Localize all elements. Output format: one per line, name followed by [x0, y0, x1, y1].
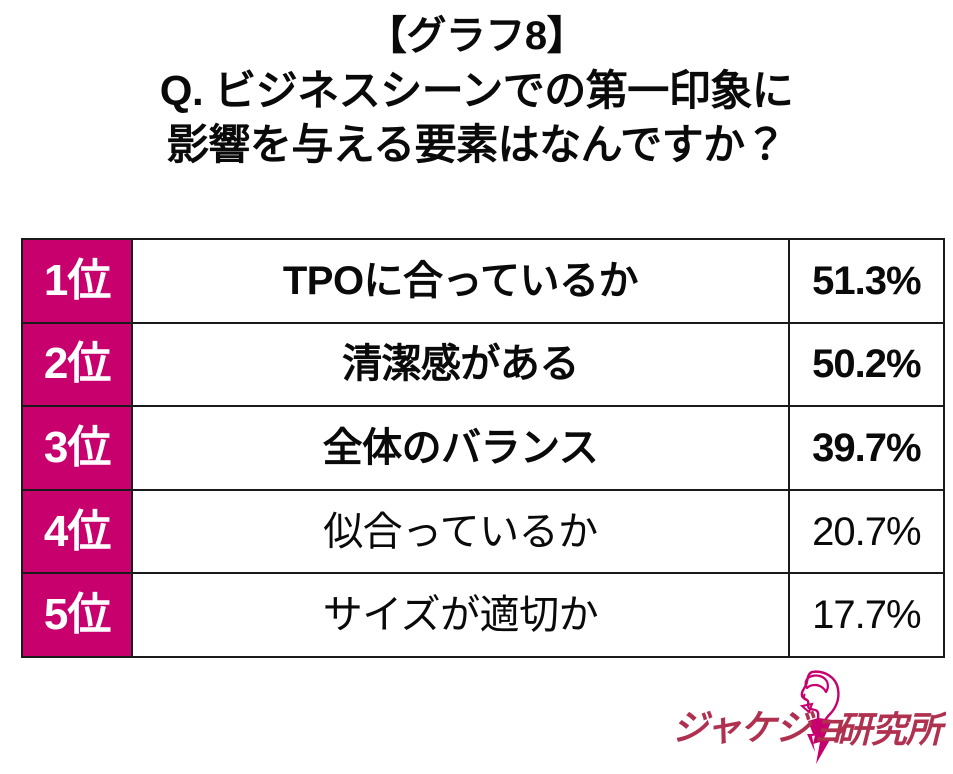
nose-line — [802, 693, 807, 701]
rank-badge: 5位 — [20, 572, 134, 658]
woman-head-profile-icon — [799, 670, 840, 764]
brand-logo-svg: ジャケジョ 研究所 — [672, 670, 946, 764]
table-row: 2位 清潔感がある 50.2% — [20, 321, 946, 408]
factor-label: 全体のバランス — [131, 405, 790, 491]
page-title-line-3: 影響を与える要素はなんですか？ — [166, 121, 787, 168]
table-row: 3位 全体のバランス 39.7% — [20, 405, 946, 491]
factor-label: サイズが適切か — [131, 572, 790, 658]
rank-badge: 3位 — [20, 405, 134, 491]
factor-label: 似合っているか — [131, 488, 790, 575]
logo-text-left: ジャケジョ — [672, 708, 845, 749]
ranking-table-container: 1位 TPOに合っているか 51.3% 2位 清潔感がある 50.2% 3位 全… — [20, 238, 946, 658]
logo-text-right: 研究所 — [836, 710, 946, 751]
percent-value: 20.7% — [787, 488, 946, 575]
rank-badge: 2位 — [20, 321, 134, 408]
rank-badge: 1位 — [20, 238, 134, 324]
factor-label: TPOに合っているか — [131, 238, 790, 324]
percent-value: 51.3% — [787, 238, 946, 324]
ranking-table: 1位 TPOに合っているか 51.3% 2位 清潔感がある 50.2% 3位 全… — [20, 238, 946, 658]
percent-value: 39.7% — [787, 405, 946, 491]
percent-value: 50.2% — [787, 321, 946, 408]
page-title-line-2: Q. ビジネスシーンでの第一印象に — [159, 67, 794, 114]
hair-outline — [804, 674, 829, 694]
table-row: 5位 サイズが適切か 17.7% — [20, 572, 946, 658]
page-title-line-1: 【グラフ8】 — [366, 14, 587, 58]
rank-badge: 4位 — [20, 488, 134, 575]
head-outline — [800, 670, 840, 723]
jacket-accent-left — [807, 718, 819, 752]
table-row: 1位 TPOに合っているか 51.3% — [20, 238, 946, 324]
factor-label: 清潔感がある — [131, 321, 790, 408]
table-row: 4位 似合っているか 20.7% — [20, 488, 946, 575]
brand-logo: ジャケジョ 研究所 — [668, 666, 946, 766]
page-title: 【グラフ8】 Q. ビジネスシーンでの第一印象に 影響を与える要素はなんですか？ — [0, 0, 953, 166]
collar-line — [799, 702, 814, 714]
percent-value: 17.7% — [787, 572, 946, 658]
